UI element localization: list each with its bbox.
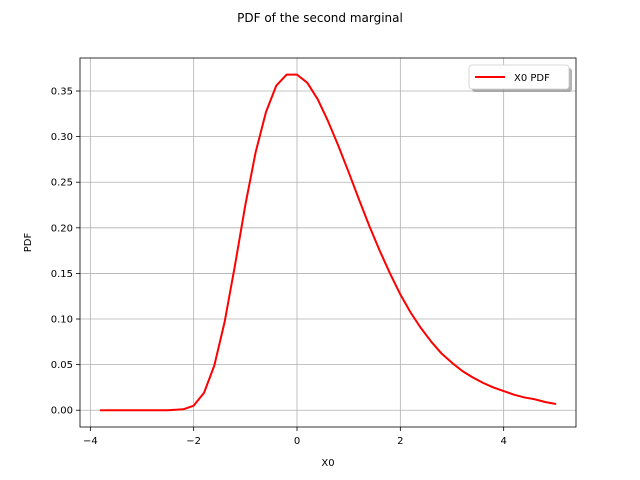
y-tick-label: 0.20 bbox=[51, 223, 73, 234]
x-tick-label: 0 bbox=[294, 436, 300, 447]
x-tick-label: 2 bbox=[397, 436, 403, 447]
y-tick-label: 0.10 bbox=[51, 315, 73, 326]
y-tick-label: 0.25 bbox=[51, 178, 73, 189]
x-axis-label: X0 bbox=[321, 458, 334, 469]
legend: X0 PDF bbox=[468, 64, 572, 92]
series-line-x0-pdf bbox=[99, 73, 557, 412]
plot-area bbox=[80, 58, 576, 427]
x-axis: −4 −2 0 2 4 bbox=[83, 427, 507, 447]
x-tick-label: −4 bbox=[83, 436, 98, 447]
series-group bbox=[99, 73, 557, 412]
y-tick-label: 0.35 bbox=[51, 87, 73, 98]
y-axis: 0.00 0.05 0.10 0.15 0.20 0.25 0.30 0.35 bbox=[51, 87, 80, 417]
x-tick-label: 4 bbox=[500, 436, 506, 447]
legend-label-x0-pdf: X0 PDF bbox=[514, 73, 550, 84]
y-tick-label: 0.15 bbox=[51, 269, 73, 280]
y-tick-label: 0.00 bbox=[51, 406, 73, 417]
chart-title: PDF of the second marginal bbox=[237, 11, 403, 25]
plot-frame bbox=[79, 57, 577, 428]
legend-box bbox=[468, 64, 570, 90]
x-tick-label: −2 bbox=[186, 436, 201, 447]
y-tick-label: 0.30 bbox=[51, 132, 73, 143]
y-tick-label: 0.05 bbox=[51, 360, 73, 371]
y-axis-label: PDF bbox=[23, 233, 34, 253]
